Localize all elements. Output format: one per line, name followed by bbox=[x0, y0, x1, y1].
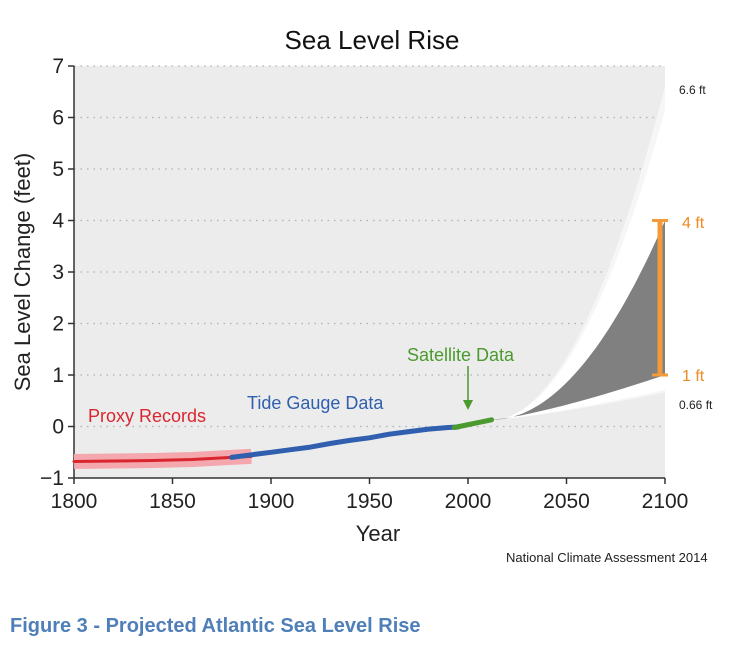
x-tick-label: 1900 bbox=[248, 490, 295, 513]
y-tick-label: 0 bbox=[52, 416, 64, 439]
sea-level-chart: Sea Level Rise −1 0 1 2 3 4 5 6 7 1800 1850 1900 195… bbox=[10, 25, 713, 565]
projection-envelope bbox=[491, 86, 665, 420]
grid-lines bbox=[74, 65, 665, 428]
x-tick-label: 1850 bbox=[149, 490, 196, 513]
x-tick-label: 2100 bbox=[642, 490, 689, 513]
y-tick-label: 2 bbox=[52, 313, 64, 336]
data-series bbox=[72, 417, 495, 469]
series-line-tide-gauge-data bbox=[229, 424, 461, 460]
x-axis-label: Year bbox=[356, 521, 400, 546]
series-label-satellite-data: Satellite Data bbox=[407, 345, 515, 365]
x-tick-label: 2050 bbox=[543, 490, 590, 513]
satellite-arrow-head bbox=[463, 400, 473, 410]
series-label-tide-gauge-data: Tide Gauge Data bbox=[247, 393, 384, 413]
likely-range bbox=[491, 220, 665, 420]
x-tick-label: 1950 bbox=[346, 490, 393, 513]
y-tick-label: 3 bbox=[52, 261, 64, 284]
source-note: National Climate Assessment 2014 bbox=[506, 550, 708, 565]
y-tick-label: 1 bbox=[52, 364, 64, 387]
y-tick-label: 4 bbox=[52, 210, 64, 233]
figure-caption: Figure 3 - Projected Atlantic Sea Level … bbox=[10, 615, 421, 637]
x-tick-label: 2000 bbox=[445, 490, 492, 513]
y-axis-label: Sea Level Change (feet) bbox=[10, 153, 35, 392]
tick-labels: −1 0 1 2 3 4 5 6 7 1800 1850 1900 1950 2000 2050 2100 bbox=[40, 55, 688, 513]
y-tick-label: 5 bbox=[52, 158, 64, 181]
range-high-label: 4 ft bbox=[682, 215, 705, 232]
series-line-satellite-data bbox=[451, 417, 495, 430]
chart-title: Sea Level Rise bbox=[285, 25, 460, 55]
range-low-label: 1 ft bbox=[682, 368, 705, 385]
y-tick-label: 6 bbox=[52, 107, 64, 130]
x-tick-label: 1800 bbox=[51, 490, 98, 513]
high-projection-label: 6.6 ft bbox=[679, 83, 706, 97]
annotations: Proxy Records Tide Gauge Data Satellite Da… bbox=[88, 83, 713, 426]
y-tick-label: −1 bbox=[40, 467, 64, 490]
series-label-proxy-records: Proxy Records bbox=[88, 406, 206, 426]
axes bbox=[68, 65, 666, 484]
y-tick-label: 7 bbox=[52, 55, 64, 78]
low-projection-label: 0.66 ft bbox=[679, 398, 713, 412]
